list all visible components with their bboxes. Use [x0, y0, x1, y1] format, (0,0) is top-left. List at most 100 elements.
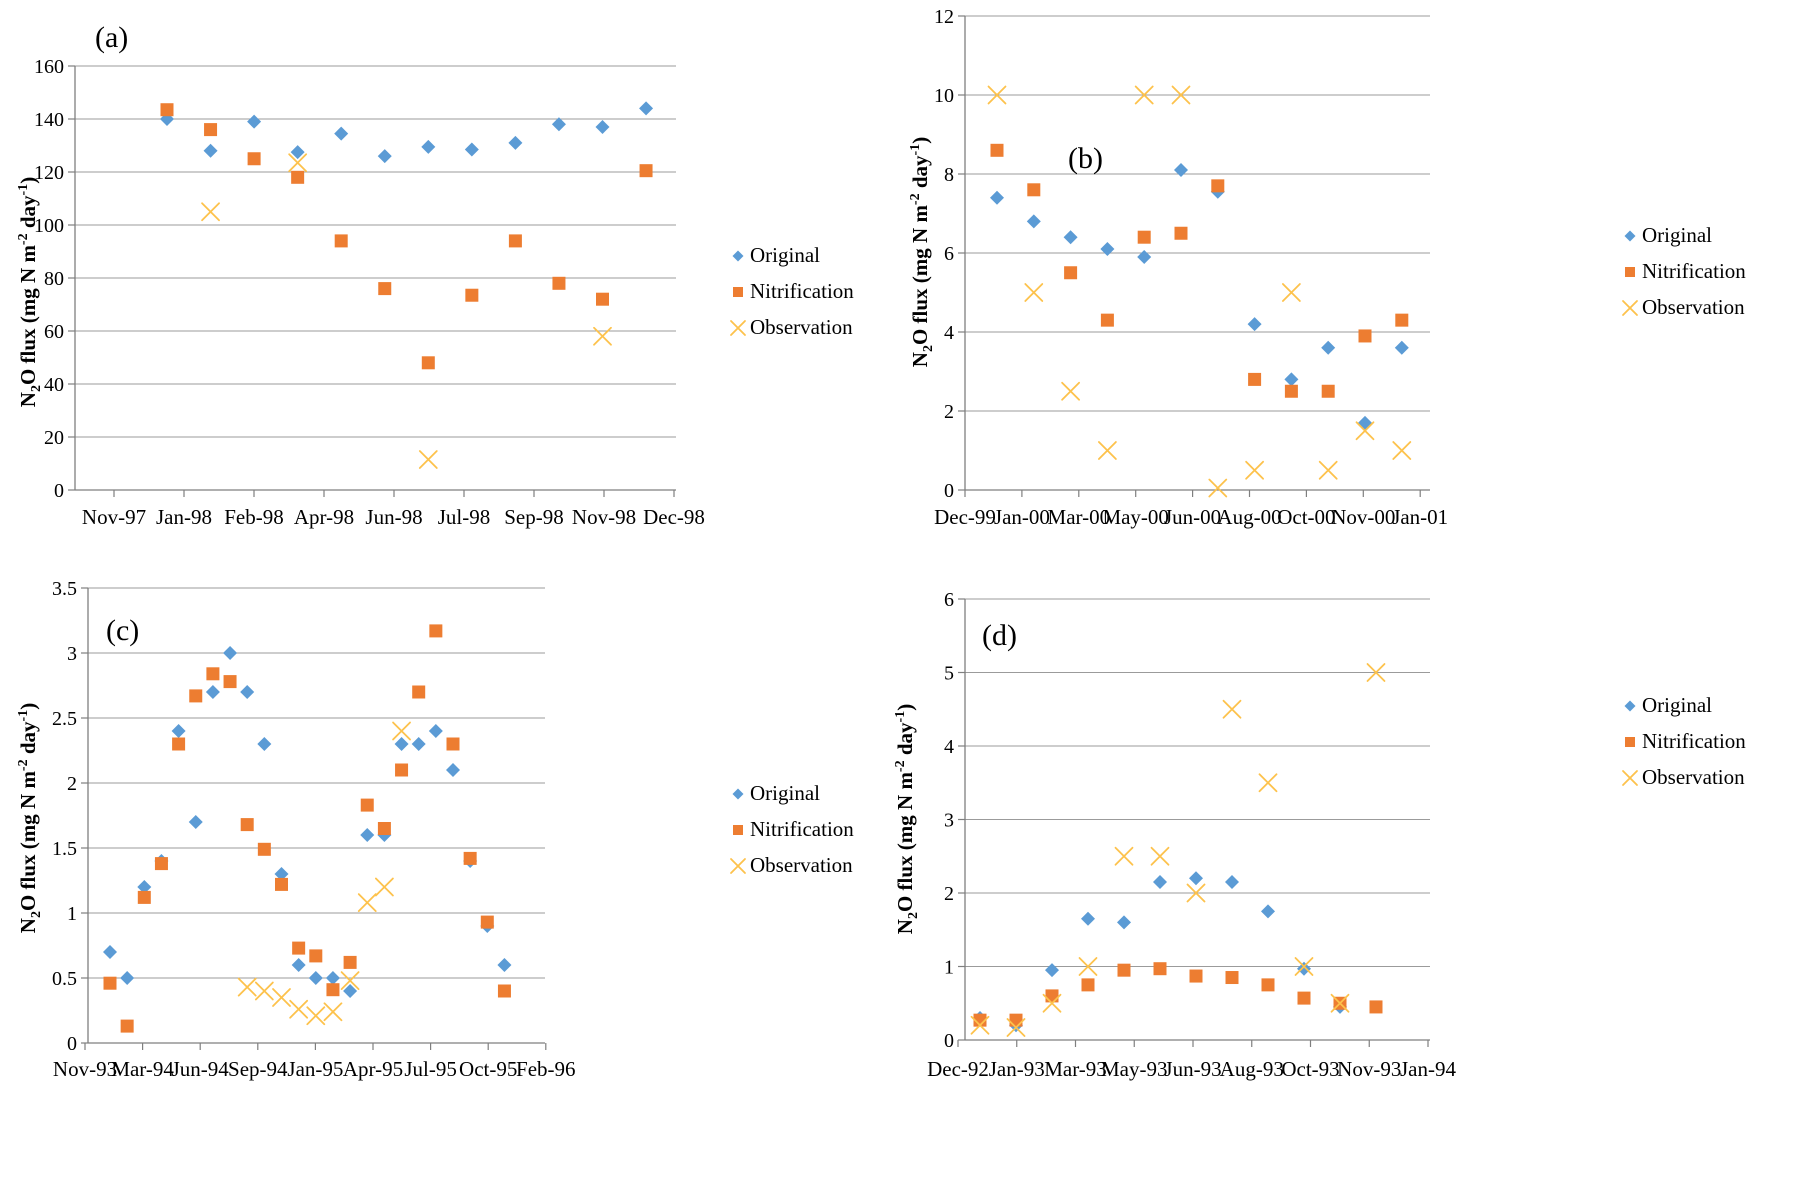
nitrification-point	[275, 877, 288, 891]
observation-point	[1024, 283, 1044, 302]
nitrification-point	[172, 737, 186, 751]
observation-point	[1282, 283, 1301, 302]
legend-label: Nitrification	[750, 279, 854, 303]
nitrification-point	[103, 976, 117, 990]
nitrification-point	[395, 763, 409, 777]
x-tick-label: Mar-00	[1048, 505, 1111, 529]
original-point	[223, 646, 238, 660]
y-tick-label: 160	[34, 56, 64, 78]
original-point	[1045, 963, 1059, 978]
nitrification-point	[1261, 978, 1275, 992]
original-point	[1100, 242, 1115, 257]
observation-point	[340, 971, 360, 990]
series-observation	[201, 153, 612, 469]
nitrification-point	[360, 798, 374, 812]
original-point	[595, 119, 610, 134]
observation-point	[1392, 441, 1412, 460]
original-point	[1189, 871, 1203, 886]
original-point	[551, 117, 566, 132]
series-nitrification	[160, 103, 653, 370]
observation-point	[254, 981, 274, 1001]
nitrification-point	[1153, 962, 1167, 976]
legend-label: Original	[1642, 223, 1712, 247]
y-tick-label: 0	[944, 1030, 954, 1052]
nitrification-point	[497, 984, 511, 998]
observation-point	[418, 450, 438, 469]
original-point	[1153, 874, 1167, 889]
x-tick-label: May-93	[1101, 1057, 1168, 1081]
y-tick-label: 0	[67, 1033, 77, 1055]
nitrification-point	[204, 123, 218, 137]
nitrification-point	[1189, 969, 1203, 983]
nitrification-point	[1225, 971, 1239, 985]
nitrification-point	[1081, 978, 1095, 992]
legend-original-marker	[732, 250, 744, 262]
nitrification-point	[223, 675, 237, 689]
legend-nitrification-marker	[1625, 737, 1635, 747]
y-tick-label: 12	[934, 6, 954, 28]
nitrification-point	[1100, 313, 1114, 327]
nitrification-point	[1064, 266, 1078, 280]
x-tick-label: Jan-94	[1400, 1057, 1456, 1081]
original-point	[1358, 415, 1372, 430]
observation-point	[1366, 663, 1386, 682]
nitrification-point	[1297, 991, 1311, 1005]
x-tick-label: Jun-00	[1164, 505, 1221, 529]
original-point	[1063, 230, 1078, 245]
y-tick-label: 3	[67, 643, 77, 665]
nitrification-point	[1174, 226, 1188, 240]
observation-point	[288, 153, 308, 173]
x-tick-label: Dec-98	[643, 505, 705, 529]
observation-point	[375, 877, 394, 897]
nitrification-point	[480, 915, 494, 929]
x-tick-label: Jul-95	[404, 1057, 457, 1081]
original-point	[394, 737, 409, 751]
nitrification-point	[412, 685, 426, 699]
y-tick-label: 3.5	[52, 578, 77, 600]
x-tick-label: Nov-00	[1331, 505, 1395, 529]
y-tick-label: 6	[944, 589, 954, 611]
nitrification-point	[1358, 329, 1372, 343]
original-point	[274, 867, 289, 881]
legend: Original Nitrification Observation	[1622, 223, 1746, 319]
y-tick-label: 1	[944, 957, 954, 979]
observation-point	[987, 85, 1007, 105]
panel-letter: (a)	[95, 21, 128, 54]
observation-point	[1134, 85, 1154, 105]
nitrification-point	[1248, 372, 1262, 386]
x-tick-label: Nov-93	[1337, 1057, 1401, 1081]
y-tick-label: 1	[67, 903, 77, 925]
legend-label: Observation	[750, 315, 853, 339]
panel-b: 0 2 4 6 8 10 12 Dec-99Jan-00Mar-00May-00Jun-00A…	[908, 6, 1746, 529]
series-original	[973, 871, 1347, 1033]
series-original	[103, 646, 512, 998]
series-observation	[970, 663, 1386, 1037]
observation-point	[357, 893, 377, 912]
y-axis-title: N2O flux (mg N m-2 day-1)	[908, 137, 936, 367]
nitrification-point	[160, 103, 174, 117]
y-tick-label: 0	[54, 480, 64, 502]
legend-label: Observation	[750, 853, 853, 877]
original-point	[1081, 911, 1095, 926]
nitrification-point	[154, 857, 168, 871]
nitrification-point	[343, 955, 357, 969]
nitrification-point	[1369, 1000, 1383, 1014]
y-axis-title: N2O flux (mg N m-2 day-1)	[16, 703, 44, 933]
legend-label: Nitrification	[1642, 729, 1746, 753]
original-point	[103, 945, 117, 959]
x-tick-label: Oct-95	[459, 1057, 517, 1081]
y-axis-title: N2O flux (mg N m-2 day-1)	[893, 704, 921, 934]
x-tick-label: Jan-00	[994, 505, 1050, 529]
x-tick-label: Nov-98	[572, 505, 636, 529]
nitrification-point	[990, 143, 1004, 157]
nitrification-point	[257, 842, 271, 856]
legend-nitrification-marker	[1625, 267, 1635, 277]
original-point	[247, 114, 262, 129]
observation-point	[1006, 1018, 1026, 1037]
legend-label: Nitrification	[750, 817, 854, 841]
legend-observation-marker	[1622, 300, 1638, 316]
original-point	[1137, 249, 1152, 264]
x-tick-label: Jul-98	[438, 505, 491, 529]
y-tick-label: 60	[44, 321, 64, 343]
